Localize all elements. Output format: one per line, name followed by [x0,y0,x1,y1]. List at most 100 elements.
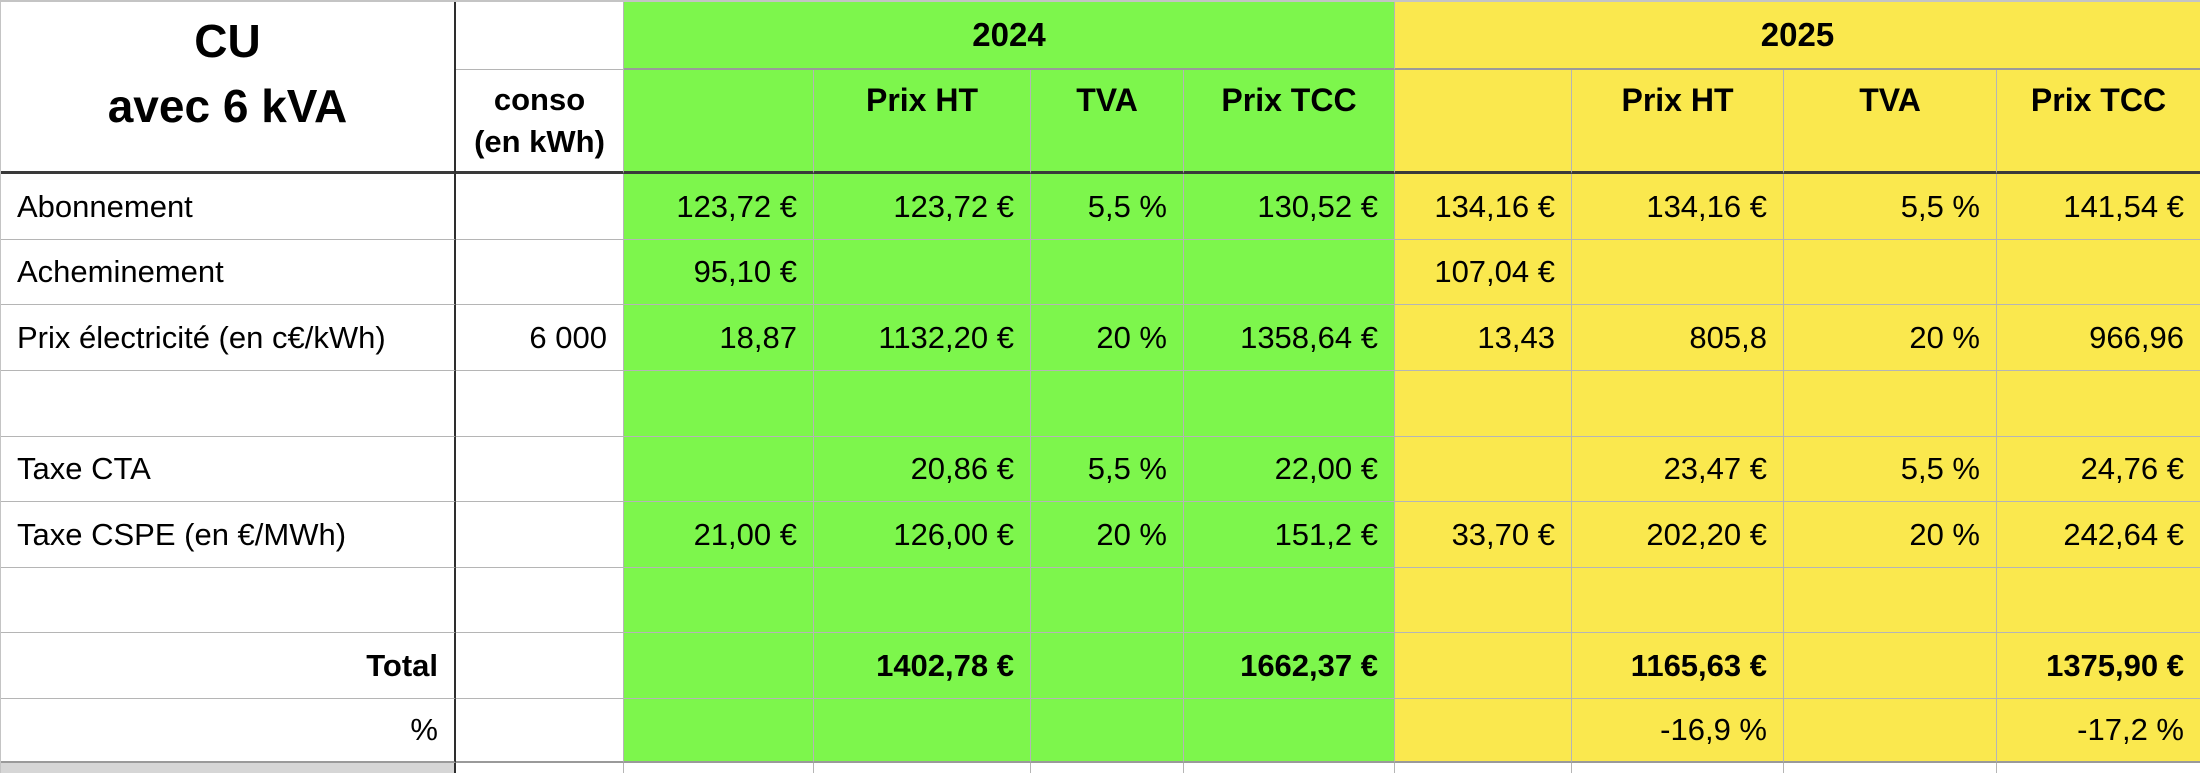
table-cell[interactable] [456,568,624,633]
table-cell[interactable]: 20 % [1784,305,1997,371]
prix-ht-2025-header[interactable]: Prix HT [1572,70,1784,174]
table-cell[interactable] [1572,240,1784,305]
table-cell[interactable] [1784,633,1997,699]
table-cell[interactable] [1184,699,1395,763]
table-cell[interactable] [814,699,1031,763]
table-cell[interactable]: 1375,90 € [1997,633,2200,699]
table-cell[interactable] [1031,763,1184,773]
table-cell[interactable]: 6 000 [456,305,624,371]
table-cell[interactable] [1572,371,1784,437]
table-cell[interactable]: 18,87 [624,305,814,371]
table-cell[interactable]: 805,8 [1572,305,1784,371]
table-cell[interactable] [1784,699,1997,763]
table-cell[interactable] [1784,568,1997,633]
subheader-empty-2024[interactable] [624,70,814,174]
table-cell[interactable] [624,568,814,633]
table-cell[interactable] [1784,371,1997,437]
table-cell[interactable]: 1358,64 € [1184,305,1395,371]
table-cell[interactable] [456,763,624,773]
table-cell[interactable] [1184,568,1395,633]
table-cell[interactable] [1395,371,1572,437]
table-cell[interactable] [1572,568,1784,633]
table-cell[interactable]: 5,5 % [1031,174,1184,240]
table-cell[interactable] [1572,763,1784,773]
table-cell[interactable] [456,240,624,305]
table-cell[interactable]: 13,43 [1395,305,1572,371]
table-cell[interactable]: 33,70 € [1395,502,1572,568]
row-label[interactable]: Taxe CTA [1,437,456,502]
table-cell[interactable]: 5,5 % [1031,437,1184,502]
table-cell[interactable]: 24,76 € [1997,437,2200,502]
table-cell[interactable]: 134,16 € [1395,174,1572,240]
row-label[interactable]: Prix électricité (en c€/kWh) [1,305,456,371]
conso-top-empty-cell[interactable] [456,2,624,70]
year-2025-header[interactable]: 2025 [1395,2,2200,70]
table-cell[interactable] [814,371,1031,437]
table-cell[interactable]: 20 % [1031,305,1184,371]
table-cell[interactable]: 107,04 € [1395,240,1572,305]
table-cell[interactable]: 95,10 € [624,240,814,305]
table-cell[interactable]: 1662,37 € [1184,633,1395,699]
table-cell[interactable]: 23,47 € [1572,437,1784,502]
table-cell[interactable] [624,437,814,502]
table-cell[interactable] [456,371,624,437]
table-cell[interactable]: 123,72 € [624,174,814,240]
table-cell[interactable]: 5,5 % [1784,437,1997,502]
table-cell[interactable] [1395,568,1572,633]
table-cell[interactable]: 151,2 € [1184,502,1395,568]
table-cell[interactable] [1784,763,1997,773]
table-cell[interactable]: 123,72 € [814,174,1031,240]
table-cell[interactable] [1997,763,2200,773]
table-cell[interactable] [456,437,624,502]
row-label[interactable] [1,371,456,437]
table-cell[interactable]: 1402,78 € [814,633,1031,699]
subheader-empty-2025[interactable] [1395,70,1572,174]
table-cell[interactable]: -17,2 % [1997,699,2200,763]
table-cell[interactable]: 141,54 € [1997,174,2200,240]
table-cell[interactable] [1395,437,1572,502]
table-cell[interactable] [624,763,814,773]
table-cell[interactable] [456,699,624,763]
table-cell[interactable]: 966,96 [1997,305,2200,371]
table-cell[interactable]: 22,00 € [1184,437,1395,502]
table-cell[interactable] [1031,240,1184,305]
conso-header[interactable]: conso (en kWh) [456,70,624,174]
table-cell[interactable] [624,371,814,437]
year-2024-header[interactable]: 2024 [624,2,1395,70]
table-cell[interactable]: 130,52 € [1184,174,1395,240]
table-cell[interactable] [1031,568,1184,633]
table-cell[interactable] [456,502,624,568]
table-cell[interactable] [1997,568,2200,633]
table-cell[interactable] [456,174,624,240]
table-cell[interactable] [814,240,1031,305]
table-cell[interactable] [1031,633,1184,699]
prix-tcc-2025-header[interactable]: Prix TCC [1997,70,2200,174]
row-label[interactable]: Abonnement [1,174,456,240]
prix-ht-2024-header[interactable]: Prix HT [814,70,1031,174]
table-cell[interactable] [1395,763,1572,773]
table-cell[interactable] [1395,633,1572,699]
table-cell[interactable]: 20 % [1784,502,1997,568]
table-cell[interactable] [624,633,814,699]
tva-2025-header[interactable]: TVA [1784,70,1997,174]
table-cell[interactable]: 20,86 € [814,437,1031,502]
table-cell[interactable]: 1132,20 € [814,305,1031,371]
row-label-total[interactable]: Total [1,633,456,699]
table-cell[interactable]: 126,00 € [814,502,1031,568]
table-cell[interactable] [1,763,456,773]
table-cell[interactable]: 1165,63 € [1572,633,1784,699]
table-cell[interactable]: 134,16 € [1572,174,1784,240]
table-cell[interactable] [456,633,624,699]
table-cell[interactable]: -16,9 % [1572,699,1784,763]
table-cell[interactable] [1784,240,1997,305]
table-cell[interactable] [1184,371,1395,437]
table-title[interactable]: CU avec 6 kVA [1,2,456,174]
table-cell[interactable] [1395,699,1572,763]
table-cell[interactable] [814,763,1031,773]
table-cell[interactable]: 21,00 € [624,502,814,568]
table-cell[interactable] [1031,699,1184,763]
table-cell[interactable] [1997,371,2200,437]
table-cell[interactable] [624,699,814,763]
table-cell[interactable]: 5,5 % [1784,174,1997,240]
row-label-percent[interactable]: % [1,699,456,763]
